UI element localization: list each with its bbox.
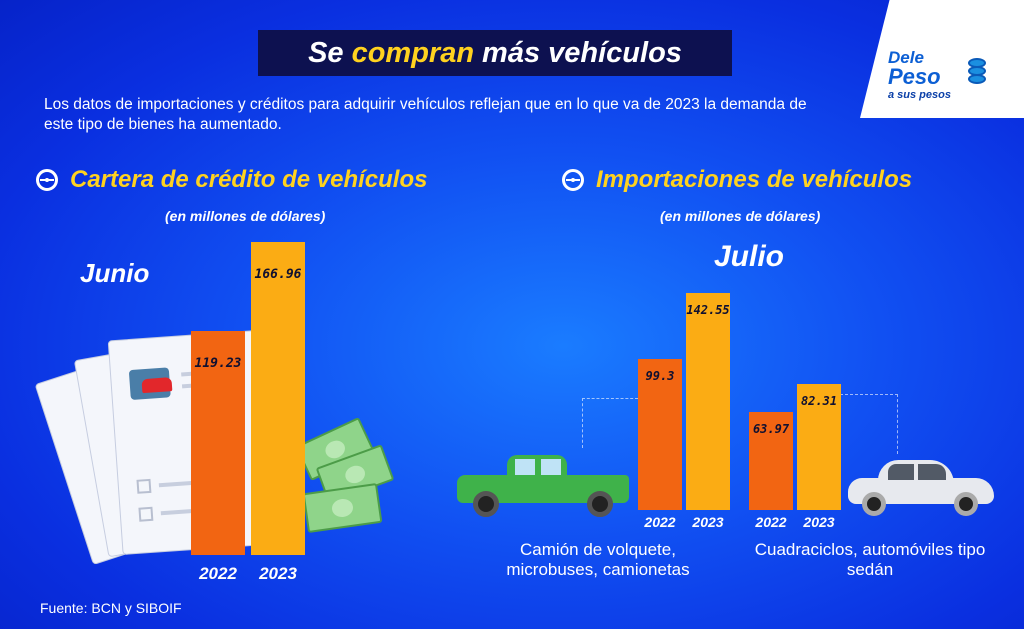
steering-wheel-icon [36, 169, 58, 191]
imports-trucks-year-2022: 2022 [644, 514, 676, 530]
imports-chart-subtitle: (en millones de dólares) [660, 208, 821, 224]
credit-bar-2023 [251, 242, 305, 555]
credit-chart-period: Junio [80, 258, 150, 288]
imports-chart-period: Julio [714, 240, 785, 273]
imports-sedans-year-2023: 2023 [803, 514, 835, 530]
red-car-icon [141, 377, 173, 394]
imports-sedans-bar-2023 [797, 384, 841, 510]
intro-text: Los datos de importaciones y créditos pa… [44, 96, 807, 133]
credit-value-label-2023: 166.96 [254, 267, 302, 282]
credit-year-label-2022: 2022 [199, 564, 237, 583]
logo-line-1: Dele [888, 48, 924, 67]
imports-trucks-bar-2023 [686, 293, 730, 510]
steering-wheel-icon [562, 169, 584, 191]
money-bill-icon [302, 482, 383, 534]
logo-line-3: a sus pesos [888, 89, 951, 101]
sedan-car-icon [848, 458, 994, 516]
pickup-truck-icon [457, 455, 629, 517]
coin-icon [968, 74, 986, 84]
credit-chart-subtitle: (en millones de dólares) [165, 208, 326, 224]
logo-background [860, 0, 1024, 118]
imports-trucks-value-2022: 99.3 [645, 369, 675, 383]
checkbox-icon [138, 506, 154, 522]
source-note: Fuente: BCN y SIBOIF [40, 600, 182, 616]
imports-trucks-category-label: Camión de volquete, microbuses, camionet… [506, 540, 690, 579]
title-prefix: Se [308, 36, 344, 69]
imports-chart-title: Importaciones de vehículos [596, 166, 913, 193]
imports-sedans-bar-2022 [749, 412, 793, 510]
imports-sedans-value-2023: 82.31 [800, 394, 838, 408]
imports-sedans-year-2022: 2022 [755, 514, 787, 530]
logo: Dele Peso a sus pesos [888, 48, 998, 105]
document-illustration [107, 330, 273, 555]
imports-section-title: Importaciones de vehículos [562, 166, 912, 194]
imports-trucks-value-2023: 142.55 [686, 303, 730, 317]
title-suffix: más vehículos [482, 36, 682, 69]
credit-chart-title: Cartera de crédito de vehículos [70, 166, 428, 193]
credit-bar-2022 [191, 331, 245, 555]
imports-trucks-year-2023: 2023 [692, 514, 724, 530]
connector-line [582, 398, 638, 448]
credit-value-label-2022: 119.23 [194, 356, 242, 371]
logo-line-2: Peso [888, 64, 941, 89]
checkbox-icon [136, 478, 152, 494]
imports-sedans-category-label: Cuadraciclos, automóviles tipo sedán [754, 540, 986, 579]
credit-year-label-2023: 2023 [259, 564, 297, 583]
credit-section-title: Cartera de crédito de vehículos [36, 166, 427, 194]
connector-line [840, 394, 898, 454]
imports-trucks-bar-2022 [638, 359, 682, 510]
imports-sedans-value-2022: 63.97 [752, 422, 790, 436]
page-title: Se compran más vehículos [258, 30, 732, 76]
title-highlight: compran [351, 36, 475, 69]
